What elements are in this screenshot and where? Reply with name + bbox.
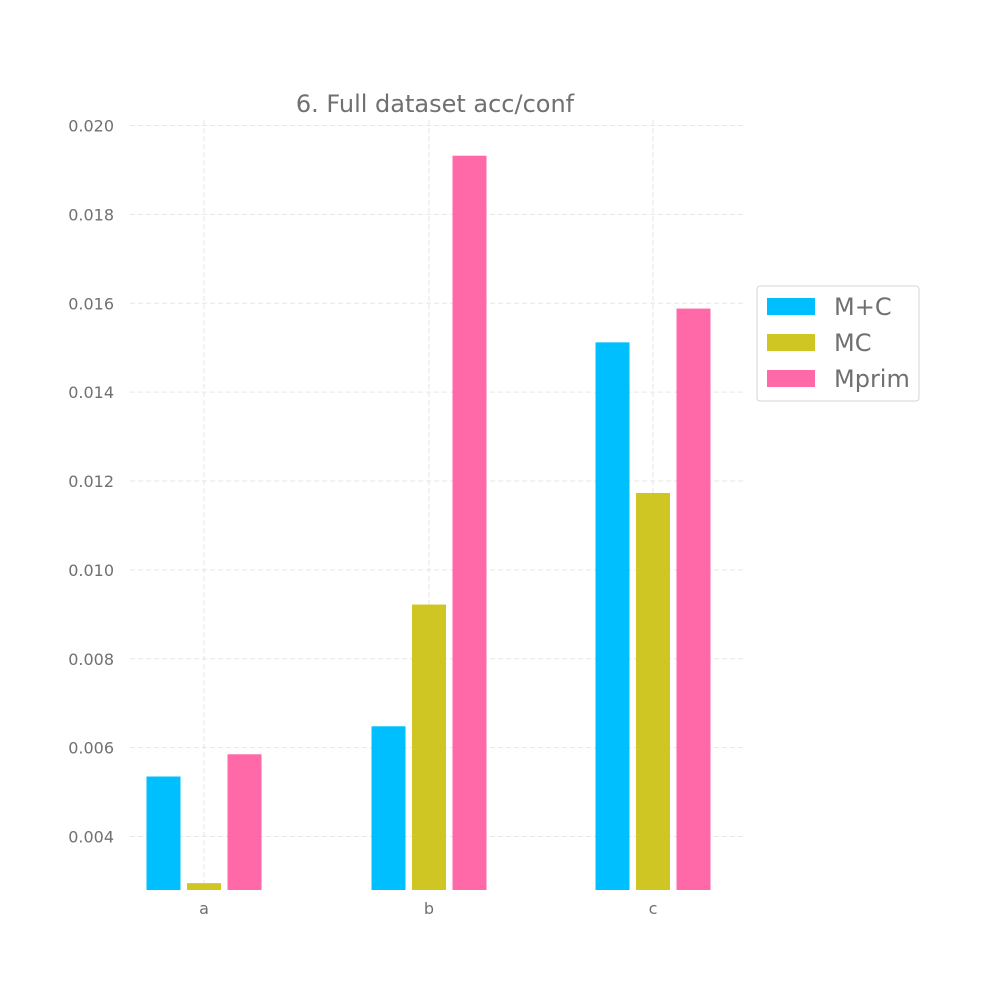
bar-mc-b xyxy=(412,604,446,890)
x-tick-label: b xyxy=(424,899,434,918)
y-tick-label: 0.016 xyxy=(68,294,114,313)
legend-label: Mprim xyxy=(834,365,910,393)
legend-label: M+C xyxy=(834,293,892,321)
y-tick-label: 0.014 xyxy=(68,383,114,402)
bar-mprim-b xyxy=(452,155,487,890)
bar-mprim-a xyxy=(227,754,262,890)
y-tick-label: 0.010 xyxy=(68,561,114,580)
y-tick-label: 0.004 xyxy=(68,828,114,847)
y-tick-label: 0.012 xyxy=(68,472,114,491)
y-axis-tick-labels: 0.004 0.006 0.008 0.010 0.012 0.014 0.016 0.018… xyxy=(68,117,114,847)
y-tick-label: 0.020 xyxy=(68,117,114,136)
y-tick-label: 0.018 xyxy=(68,205,114,224)
y-tick-label: 0.006 xyxy=(68,739,114,758)
bar-mc-c xyxy=(636,492,670,890)
bar-mc-a xyxy=(187,883,221,890)
bar-m-c-c xyxy=(595,342,630,891)
legend-swatch xyxy=(767,334,815,351)
x-tick-label: a xyxy=(199,899,209,918)
x-tick-label: c xyxy=(649,899,658,918)
x-axis-tick-labels: a b c xyxy=(199,899,657,918)
legend-label: MC xyxy=(834,329,871,357)
bar-m-c-a xyxy=(146,776,181,890)
chart-title: 6. Full dataset acc/conf xyxy=(296,90,575,118)
legend-swatch xyxy=(767,370,815,387)
bar-mprim-c xyxy=(676,308,711,890)
y-tick-label: 0.008 xyxy=(68,650,114,669)
legend-swatch xyxy=(767,298,815,315)
legend: M+C MC Mprim xyxy=(756,285,920,402)
bar-m-c-b xyxy=(371,726,406,890)
bars xyxy=(146,155,711,891)
